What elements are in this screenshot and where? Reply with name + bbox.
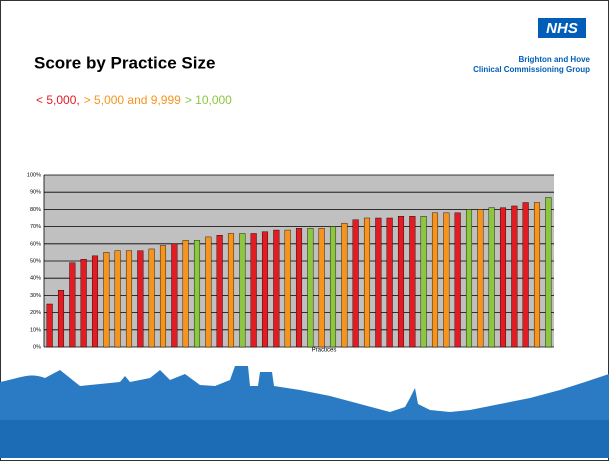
- bar: [114, 250, 121, 348]
- bar: [273, 229, 280, 348]
- bar: [284, 229, 291, 348]
- bar: [522, 202, 529, 348]
- bar: [46, 303, 53, 348]
- legend: < 5,000, > 5,000 and 9,999 > 10,000: [36, 93, 232, 107]
- x-axis-label: Practices: [312, 348, 337, 354]
- org-name: Brighton and Hove: [518, 55, 590, 64]
- bar: [227, 233, 235, 348]
- bar: [295, 228, 303, 348]
- bar: [57, 290, 65, 348]
- bar: [352, 219, 359, 348]
- bar: [363, 217, 371, 348]
- bar: [545, 197, 552, 348]
- bar: [477, 209, 484, 348]
- bar: [148, 248, 155, 348]
- y-tick-label: 60%: [30, 241, 41, 247]
- bar: [216, 234, 223, 348]
- bar: [91, 255, 99, 348]
- bar: [171, 243, 178, 348]
- bar: [488, 207, 495, 348]
- bar: [533, 202, 541, 348]
- chart-title: Score by Practice Size: [34, 53, 215, 72]
- bar: [397, 216, 405, 348]
- bar: [205, 236, 212, 348]
- bar: [431, 212, 439, 348]
- bar: [80, 259, 87, 348]
- y-tick-label: 50%: [30, 258, 41, 264]
- bar: [182, 240, 189, 348]
- legend-entry: > 10,000: [185, 93, 232, 107]
- bar: [386, 217, 393, 348]
- y-tick-label: 70%: [30, 224, 41, 230]
- bar: [69, 262, 76, 348]
- legend-entry: < 5,000,: [36, 93, 80, 107]
- bar: [125, 250, 133, 348]
- bar: [239, 233, 246, 348]
- skyline-base: [0, 420, 609, 458]
- y-tick-label: 80%: [30, 207, 41, 213]
- bar: [499, 207, 507, 348]
- bar: [329, 226, 337, 348]
- y-tick-label: 90%: [30, 190, 41, 196]
- bar: [318, 228, 325, 348]
- bar: [341, 222, 348, 348]
- bar: [103, 252, 110, 348]
- bar: [261, 231, 269, 348]
- legend-entry: > 5,000 and 9,999: [84, 93, 181, 107]
- y-tick-label: 30%: [30, 293, 41, 299]
- bar: [193, 240, 201, 348]
- bar: [454, 212, 461, 348]
- y-tick-label: 0%: [33, 344, 41, 350]
- y-tick-label: 40%: [30, 276, 41, 282]
- bar: [250, 233, 257, 348]
- y-tick-label: 10%: [30, 327, 41, 333]
- bar: [420, 216, 427, 348]
- bar: [443, 212, 450, 348]
- bar: [409, 216, 416, 348]
- bar: [307, 228, 314, 348]
- logo-box: [538, 18, 586, 38]
- bar: [375, 217, 382, 348]
- org-name: Clinical Commissioning Group: [473, 65, 590, 74]
- bar: [137, 250, 144, 348]
- logo: NHS: [546, 20, 578, 37]
- bar: [465, 209, 473, 348]
- bar: [159, 245, 167, 348]
- y-tick-label: 100%: [27, 172, 41, 178]
- y-tick-label: 20%: [30, 310, 41, 316]
- bar: [511, 205, 518, 348]
